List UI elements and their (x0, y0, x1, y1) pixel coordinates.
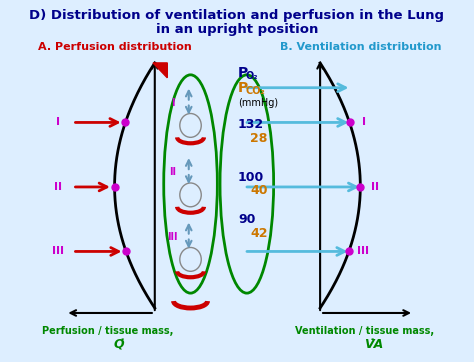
Text: (mmHg): (mmHg) (238, 98, 278, 108)
Text: III: III (167, 232, 178, 241)
Polygon shape (153, 63, 167, 78)
Text: I: I (362, 117, 366, 127)
Text: Perfusion / tissue mass,: Perfusion / tissue mass, (42, 326, 173, 336)
Text: V̇A: V̇A (364, 338, 383, 351)
Text: I: I (56, 117, 60, 127)
Text: II: II (55, 182, 62, 192)
Text: II: II (169, 167, 176, 177)
Text: II: II (371, 182, 379, 192)
Text: III: III (52, 247, 64, 256)
Text: 28: 28 (250, 132, 268, 145)
Text: B. Ventilation distribution: B. Ventilation distribution (280, 42, 441, 52)
Text: Ventilation / tissue mass,: Ventilation / tissue mass, (295, 326, 434, 336)
Text: in an upright position: in an upright position (156, 23, 318, 36)
Text: 90: 90 (238, 213, 255, 226)
Text: D) Distribution of ventilation and perfusion in the Lung: D) Distribution of ventilation and perfu… (29, 9, 445, 22)
Text: Q̇: Q̇ (114, 338, 124, 351)
Text: O₂: O₂ (246, 71, 258, 81)
Text: 40: 40 (250, 184, 268, 197)
Text: 132: 132 (238, 118, 264, 131)
Text: 100: 100 (238, 171, 264, 184)
Text: P: P (238, 81, 248, 95)
Text: CO₂: CO₂ (246, 86, 266, 96)
Text: A. Perfusion distribution: A. Perfusion distribution (38, 42, 191, 52)
Text: I: I (171, 98, 174, 108)
Text: III: III (357, 247, 369, 256)
Text: 42: 42 (250, 227, 268, 240)
Text: P: P (238, 66, 248, 80)
